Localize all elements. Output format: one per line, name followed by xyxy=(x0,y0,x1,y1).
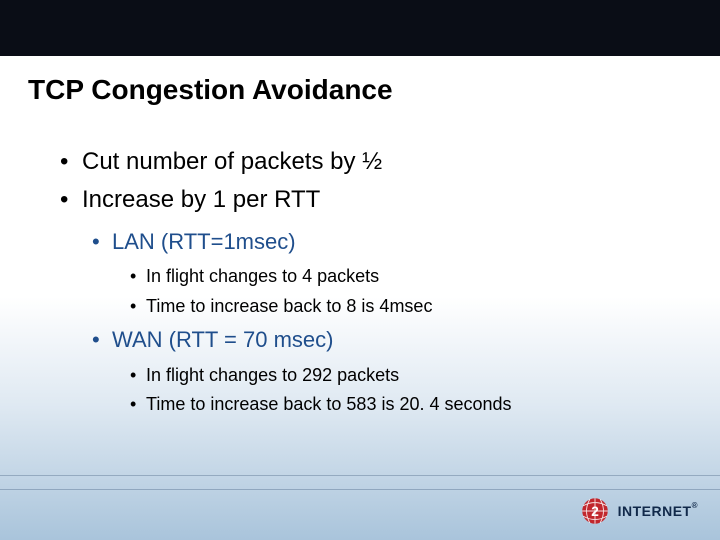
bullet-text: Time to increase back to 583 is 20. 4 se… xyxy=(146,394,512,414)
bullet-list-lvl1: Cut number of packets by ½ Increase by 1… xyxy=(60,146,680,417)
bullet-text: WAN (RTT = 70 msec) xyxy=(112,327,333,352)
bullet-text: Time to increase back to 8 is 4msec xyxy=(146,296,432,316)
bullet-text: Cut number of packets by ½ xyxy=(82,148,382,175)
bullet-text: Increase by 1 per RTT xyxy=(82,186,320,213)
bullet-lvl3: In flight changes to 4 packets xyxy=(130,264,680,289)
slide: TCP Congestion Avoidance Cut number of p… xyxy=(0,0,720,540)
svg-text:2: 2 xyxy=(591,504,599,519)
bullet-lvl3: Time to increase back to 8 is 4msec xyxy=(130,294,680,319)
bullet-lvl1: Increase by 1 per RTT LAN (RTT=1msec) In… xyxy=(60,184,680,417)
internet2-logo: 2 INTERNET® xyxy=(578,494,698,528)
divider-line xyxy=(0,489,720,490)
bullet-lvl3: In flight changes to 292 packets xyxy=(130,363,680,388)
bullet-lvl2: WAN (RTT = 70 msec) In flight changes to… xyxy=(92,325,680,417)
logo-word: INTERNET xyxy=(618,503,692,519)
logo-text: INTERNET® xyxy=(618,503,698,519)
bullet-text: In flight changes to 4 packets xyxy=(146,266,379,286)
divider-line xyxy=(0,475,720,476)
bullet-list-lvl2: LAN (RTT=1msec) In flight changes to 4 p… xyxy=(92,227,680,417)
slide-content: Cut number of packets by ½ Increase by 1… xyxy=(60,146,680,423)
bullet-lvl1: Cut number of packets by ½ xyxy=(60,146,680,178)
top-bar xyxy=(0,0,720,56)
bullet-list-lvl3: In flight changes to 4 packets Time to i… xyxy=(130,264,680,318)
logo-registered: ® xyxy=(692,501,698,510)
bullet-text: LAN (RTT=1msec) xyxy=(112,229,296,254)
slide-title: TCP Congestion Avoidance xyxy=(28,74,393,106)
bullet-list-lvl3: In flight changes to 292 packets Time to… xyxy=(130,363,680,417)
logo-mark-icon: 2 xyxy=(578,494,612,528)
bullet-lvl3: Time to increase back to 583 is 20. 4 se… xyxy=(130,392,680,417)
bullet-lvl2: LAN (RTT=1msec) In flight changes to 4 p… xyxy=(92,227,680,319)
bullet-text: In flight changes to 292 packets xyxy=(146,365,399,385)
